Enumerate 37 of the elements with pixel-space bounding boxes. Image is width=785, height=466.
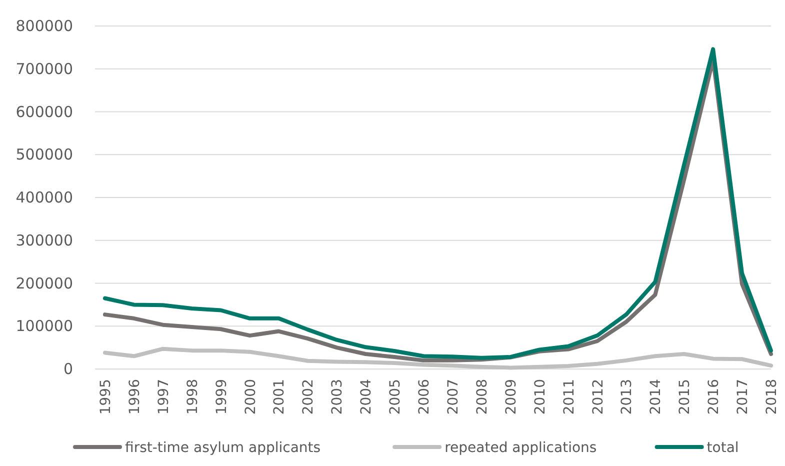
x-tick-label: 2015 xyxy=(677,379,694,415)
x-tick-label: 2014 xyxy=(648,378,664,415)
x-tick-label: 2002 xyxy=(300,379,317,415)
x-tick-label: 2017 xyxy=(735,379,752,415)
x-tick-label: 1998 xyxy=(184,379,201,415)
x-tick-label: 1995 xyxy=(98,379,114,415)
x-tick-label: 1999 xyxy=(214,379,230,415)
y-tick-label: 200000 xyxy=(16,274,73,292)
legend-label: repeated applications xyxy=(444,440,597,456)
line-series xyxy=(103,346,773,370)
legend-label: total xyxy=(706,440,739,456)
y-tick-label: 700000 xyxy=(16,60,73,78)
x-tick-label: 1997 xyxy=(156,379,172,415)
x-tick-label: 2012 xyxy=(590,379,606,415)
x-tick-label: 2009 xyxy=(503,379,520,415)
x-tick-label: 2018 xyxy=(764,379,780,415)
x-tick-label: 2011 xyxy=(561,379,578,415)
x-tick-label: 2006 xyxy=(416,378,433,415)
x-tick-label: 2005 xyxy=(388,379,404,415)
y-tick-label: 100000 xyxy=(16,317,73,336)
x-tick-label: 2007 xyxy=(445,379,462,415)
legend-label: first-time asylum applicants xyxy=(125,440,321,456)
x-tick-label: 2013 xyxy=(619,379,636,415)
y-tick-label: 800000 xyxy=(16,17,73,35)
x-tick-label: 2001 xyxy=(272,379,288,415)
x-tick-label: 2008 xyxy=(474,379,490,415)
y-tick-label: 600000 xyxy=(16,102,73,121)
y-tick-label: 300000 xyxy=(16,231,73,250)
y-tick-label: 0 xyxy=(63,360,73,378)
x-tick-label: 2004 xyxy=(358,378,375,415)
x-tick-label: 2010 xyxy=(532,379,548,415)
y-tick-label: 400000 xyxy=(16,188,73,206)
y-tick-label: 500000 xyxy=(16,146,73,164)
x-tick-label: 2000 xyxy=(242,379,259,415)
x-tick-label: 2003 xyxy=(330,379,346,415)
x-tick-label: 2016 xyxy=(706,378,722,415)
x-tick-label: 1996 xyxy=(126,378,143,415)
